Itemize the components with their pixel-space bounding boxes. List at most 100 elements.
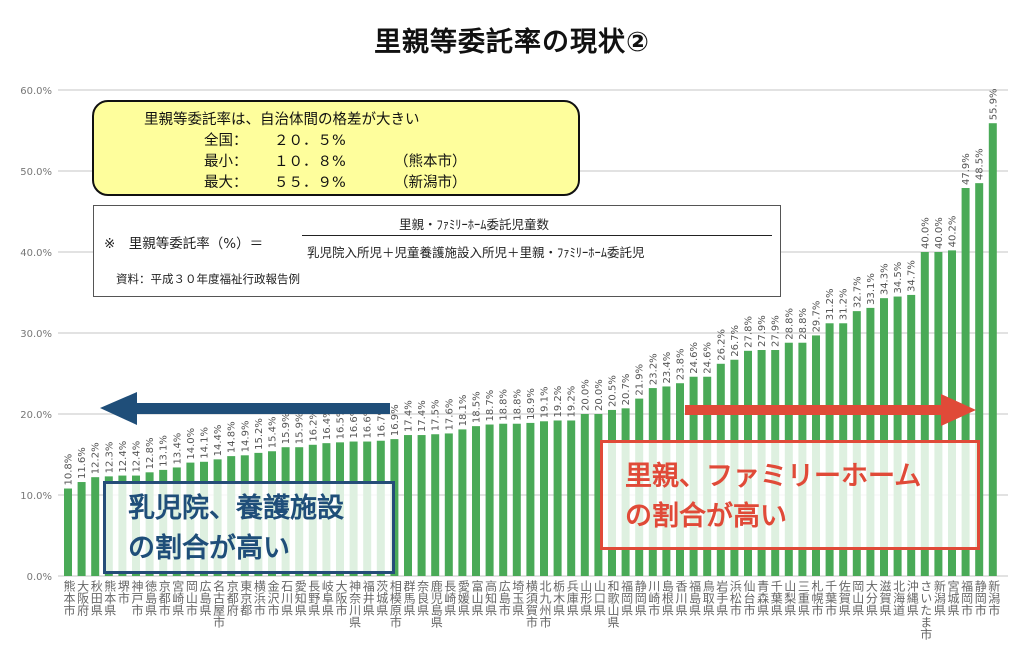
max-value: ５５．９%: [274, 175, 346, 191]
category-label: 福井県: [361, 580, 376, 616]
min-label: 最小：: [204, 154, 248, 170]
category-label: 神戸市: [130, 580, 144, 616]
category-label: 群馬県: [402, 580, 416, 616]
bar: [77, 482, 86, 576]
value-label: 24.6%: [689, 342, 700, 374]
value-label: 31.2%: [839, 288, 850, 320]
national-label: 全国：: [204, 133, 248, 149]
value-label: 33.1%: [866, 273, 877, 305]
category-label: 兵庫県: [565, 580, 580, 616]
value-label: 23.2%: [648, 353, 659, 385]
slide-title: 里親等委託率の現状②: [374, 27, 650, 58]
foster-callout: 里親、ファミリーホーム の割合が高い: [600, 440, 980, 550]
category-label: 香川県: [674, 580, 688, 616]
value-label: 34.5%: [893, 262, 904, 294]
national-value: ２０．５%: [274, 133, 346, 149]
value-label: 16.5%: [336, 408, 347, 440]
bar: [893, 296, 902, 576]
category-label: 奈良県: [415, 580, 430, 616]
value-label: 12.2%: [91, 442, 102, 474]
category-label: 京都市: [157, 580, 172, 616]
value-label: 40.0%: [920, 217, 931, 249]
category-label: 横須賀市: [524, 580, 539, 628]
value-label: 14.4%: [213, 425, 224, 457]
value-label: 15.9%: [295, 412, 306, 444]
value-label: 16.9%: [390, 404, 401, 436]
category-label: 広島市: [497, 580, 512, 616]
category-label: 滋賀県: [878, 580, 892, 616]
foster-callout-line1: 里親、ファミリーホーム: [625, 461, 922, 492]
bar: [567, 420, 576, 576]
value-label: 17.4%: [417, 400, 428, 432]
category-label: 大分県: [864, 580, 879, 616]
category-label: 富山県: [470, 580, 484, 616]
bar: [594, 414, 603, 576]
bar: [458, 429, 467, 576]
category-label: 熊本市: [62, 580, 76, 616]
category-label: 岡山市: [184, 580, 199, 616]
value-label: 23.8%: [676, 348, 687, 380]
max-place: （新潟市）: [394, 175, 467, 191]
value-label: 20.7%: [621, 374, 632, 406]
category-label: 北九州市: [538, 580, 552, 628]
value-label: 31.2%: [825, 288, 836, 320]
value-label: 18.1%: [458, 395, 469, 427]
bar: [526, 422, 535, 576]
category-label: 山梨県: [782, 580, 797, 616]
bar: [472, 426, 480, 576]
y-tick-label: 60.0%: [20, 86, 52, 97]
category-label: 沖縄県: [905, 580, 920, 616]
value-label: 55.9%: [988, 88, 999, 120]
category-label: 川崎市: [646, 580, 661, 616]
value-label: 34.3%: [880, 263, 891, 295]
value-label: 28.8%: [784, 308, 795, 340]
value-label: 20.0%: [580, 379, 591, 411]
institution-callout-line1: 乳児院、養護施設: [128, 493, 344, 524]
value-label: 15.9%: [281, 412, 292, 444]
value-label: 14.9%: [240, 421, 251, 453]
value-label: 26.2%: [716, 329, 727, 361]
value-label: 16.6%: [363, 407, 374, 439]
category-label: 青森県: [755, 580, 770, 616]
category-label: 福島県: [687, 580, 702, 616]
category-label: 相模原市: [388, 580, 403, 628]
value-label: 27.8%: [744, 316, 755, 348]
category-label: 千葉県: [769, 580, 784, 616]
value-label: 19.1%: [540, 387, 551, 419]
category-label: 新潟県: [932, 580, 947, 616]
category-label: 仙台市: [742, 580, 756, 616]
value-label: 12.4%: [118, 441, 129, 473]
min-value: １０．８%: [274, 154, 346, 170]
category-label: 金沢市: [266, 580, 280, 616]
value-label: 18.7%: [485, 390, 496, 422]
category-label: 愛知県: [293, 580, 308, 616]
bar: [907, 294, 916, 576]
value-label: 16.2%: [308, 410, 319, 442]
value-label: 27.9%: [771, 315, 782, 347]
category-label: 鹿児島県: [429, 580, 444, 628]
value-label: 27.9%: [757, 315, 768, 347]
value-label: 13.4%: [172, 433, 183, 465]
value-label: 14.8%: [227, 421, 238, 453]
category-label: 佐賀県: [837, 580, 852, 616]
bar: [499, 423, 508, 576]
value-label: 17.6%: [444, 399, 455, 431]
category-label: 福岡県: [619, 580, 634, 616]
category-label: 宮城県: [946, 580, 960, 616]
category-label: 東京都: [238, 580, 253, 616]
category-label: 徳島県: [143, 580, 158, 616]
y-tick-label: 40.0%: [20, 248, 52, 259]
value-label: 12.4%: [132, 441, 143, 473]
value-label: 10.8%: [64, 454, 75, 486]
value-label: 24.6%: [703, 342, 714, 374]
category-label: 長崎県: [442, 580, 457, 616]
category-label: 広島県: [198, 580, 212, 616]
bar: [64, 488, 72, 576]
bar: [404, 435, 412, 576]
value-label: 17.4%: [404, 400, 415, 432]
value-label: 20.0%: [594, 379, 605, 411]
bar: [580, 414, 589, 576]
value-label: 18.8%: [499, 389, 510, 421]
bar: [988, 123, 997, 577]
